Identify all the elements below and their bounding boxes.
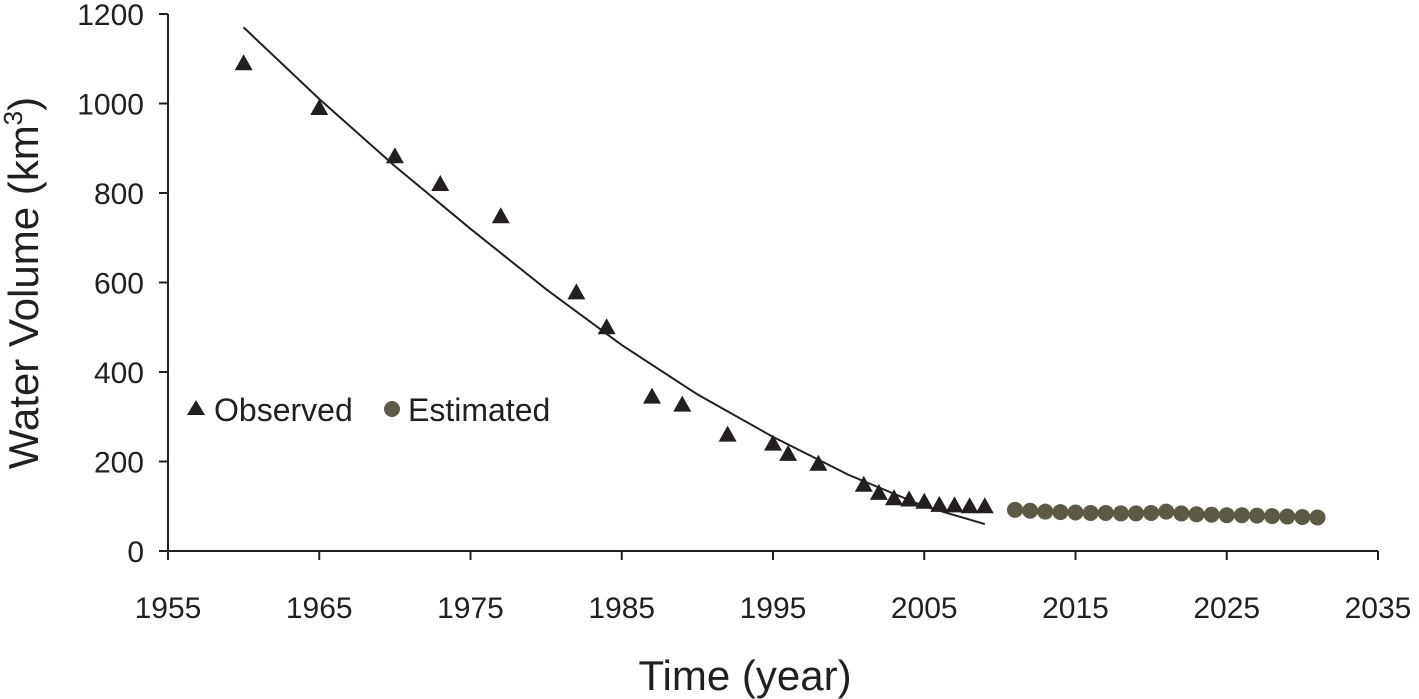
point-estimated bbox=[1233, 507, 1250, 524]
point-estimated bbox=[1249, 507, 1265, 524]
legend-estimated-marker bbox=[384, 401, 400, 417]
y-tick-label: 400 bbox=[94, 357, 144, 390]
point-observed bbox=[975, 497, 994, 514]
point-observed bbox=[673, 395, 692, 412]
point-estimated bbox=[1097, 504, 1114, 521]
point-observed bbox=[491, 207, 510, 224]
y-tick-label: 600 bbox=[94, 268, 144, 301]
point-observed bbox=[885, 489, 903, 506]
point-estimated bbox=[1007, 501, 1023, 518]
x-tick-label: 2025 bbox=[1193, 592, 1260, 625]
point-estimated bbox=[1128, 505, 1144, 522]
x-tick-label: 1985 bbox=[588, 592, 655, 625]
point-observed bbox=[779, 444, 798, 461]
y-tick-label: 800 bbox=[94, 178, 144, 211]
point-estimated bbox=[1022, 502, 1039, 519]
legend-estimated-label: Estimated bbox=[408, 392, 550, 428]
point-observed bbox=[431, 175, 450, 192]
x-tick-label: 2005 bbox=[891, 592, 958, 625]
x-tick-label: 1995 bbox=[740, 592, 807, 625]
point-estimated bbox=[1067, 504, 1084, 521]
x-axis-title: Time (year) bbox=[638, 652, 851, 699]
x-tick-label: 2015 bbox=[1042, 592, 1109, 625]
point-estimated bbox=[1158, 503, 1175, 520]
x-tick-label: 1965 bbox=[286, 592, 353, 625]
x-tick-label: 2035 bbox=[1345, 592, 1412, 625]
point-observed bbox=[900, 490, 919, 507]
y-tick-label: 1200 bbox=[77, 0, 144, 32]
point-estimated bbox=[1218, 507, 1235, 524]
point-estimated bbox=[1173, 505, 1190, 522]
point-estimated bbox=[1052, 504, 1069, 521]
point-observed bbox=[854, 475, 873, 492]
y-axis-title-text: Water Volume (km bbox=[0, 125, 47, 469]
point-observed bbox=[809, 454, 828, 471]
y-tick-label: 0 bbox=[127, 536, 144, 569]
legend-observed-marker bbox=[187, 400, 205, 415]
point-observed bbox=[310, 98, 329, 115]
point-estimated bbox=[1294, 508, 1311, 525]
point-observed bbox=[597, 318, 616, 335]
x-tick-label: 1975 bbox=[437, 592, 504, 625]
point-observed bbox=[960, 497, 979, 514]
point-estimated bbox=[1082, 504, 1099, 521]
point-observed bbox=[764, 434, 782, 451]
y-axis-title-superscript: 3 bbox=[0, 111, 28, 125]
axes bbox=[167, 14, 1378, 552]
trendline-observed bbox=[242, 26, 986, 526]
point-observed bbox=[234, 54, 253, 71]
point-observed bbox=[915, 492, 934, 509]
point-estimated bbox=[1143, 504, 1160, 521]
point-estimated bbox=[1203, 506, 1220, 523]
point-observed bbox=[930, 495, 949, 512]
y-ticks: 0 200 400 600 800 1000 1200 bbox=[77, 0, 168, 569]
point-estimated bbox=[1188, 506, 1205, 523]
legend: Observed Estimated bbox=[187, 392, 550, 428]
point-estimated bbox=[1037, 503, 1054, 520]
point-observed bbox=[385, 147, 404, 164]
point-observed bbox=[567, 283, 586, 300]
data-markers bbox=[234, 54, 1326, 526]
legend-observed-label: Observed bbox=[214, 392, 353, 428]
point-observed bbox=[643, 387, 661, 404]
point-estimated bbox=[1309, 509, 1326, 526]
point-observed bbox=[869, 483, 888, 500]
point-observed bbox=[945, 496, 964, 513]
x-ticks: 1955 1965 1975 1985 1995 2005 2015 2025 2035 bbox=[135, 551, 1412, 625]
y-axis-title: Water Volume (km3) bbox=[0, 97, 47, 469]
y-tick-label: 200 bbox=[94, 447, 144, 480]
point-estimated bbox=[1264, 508, 1281, 525]
y-tick-label: 1000 bbox=[77, 89, 144, 122]
x-tick-label: 1955 bbox=[135, 592, 202, 625]
y-axis-title-close: ) bbox=[0, 97, 47, 111]
point-observed bbox=[718, 425, 737, 442]
point-estimated bbox=[1112, 505, 1129, 522]
point-estimated bbox=[1279, 508, 1296, 525]
